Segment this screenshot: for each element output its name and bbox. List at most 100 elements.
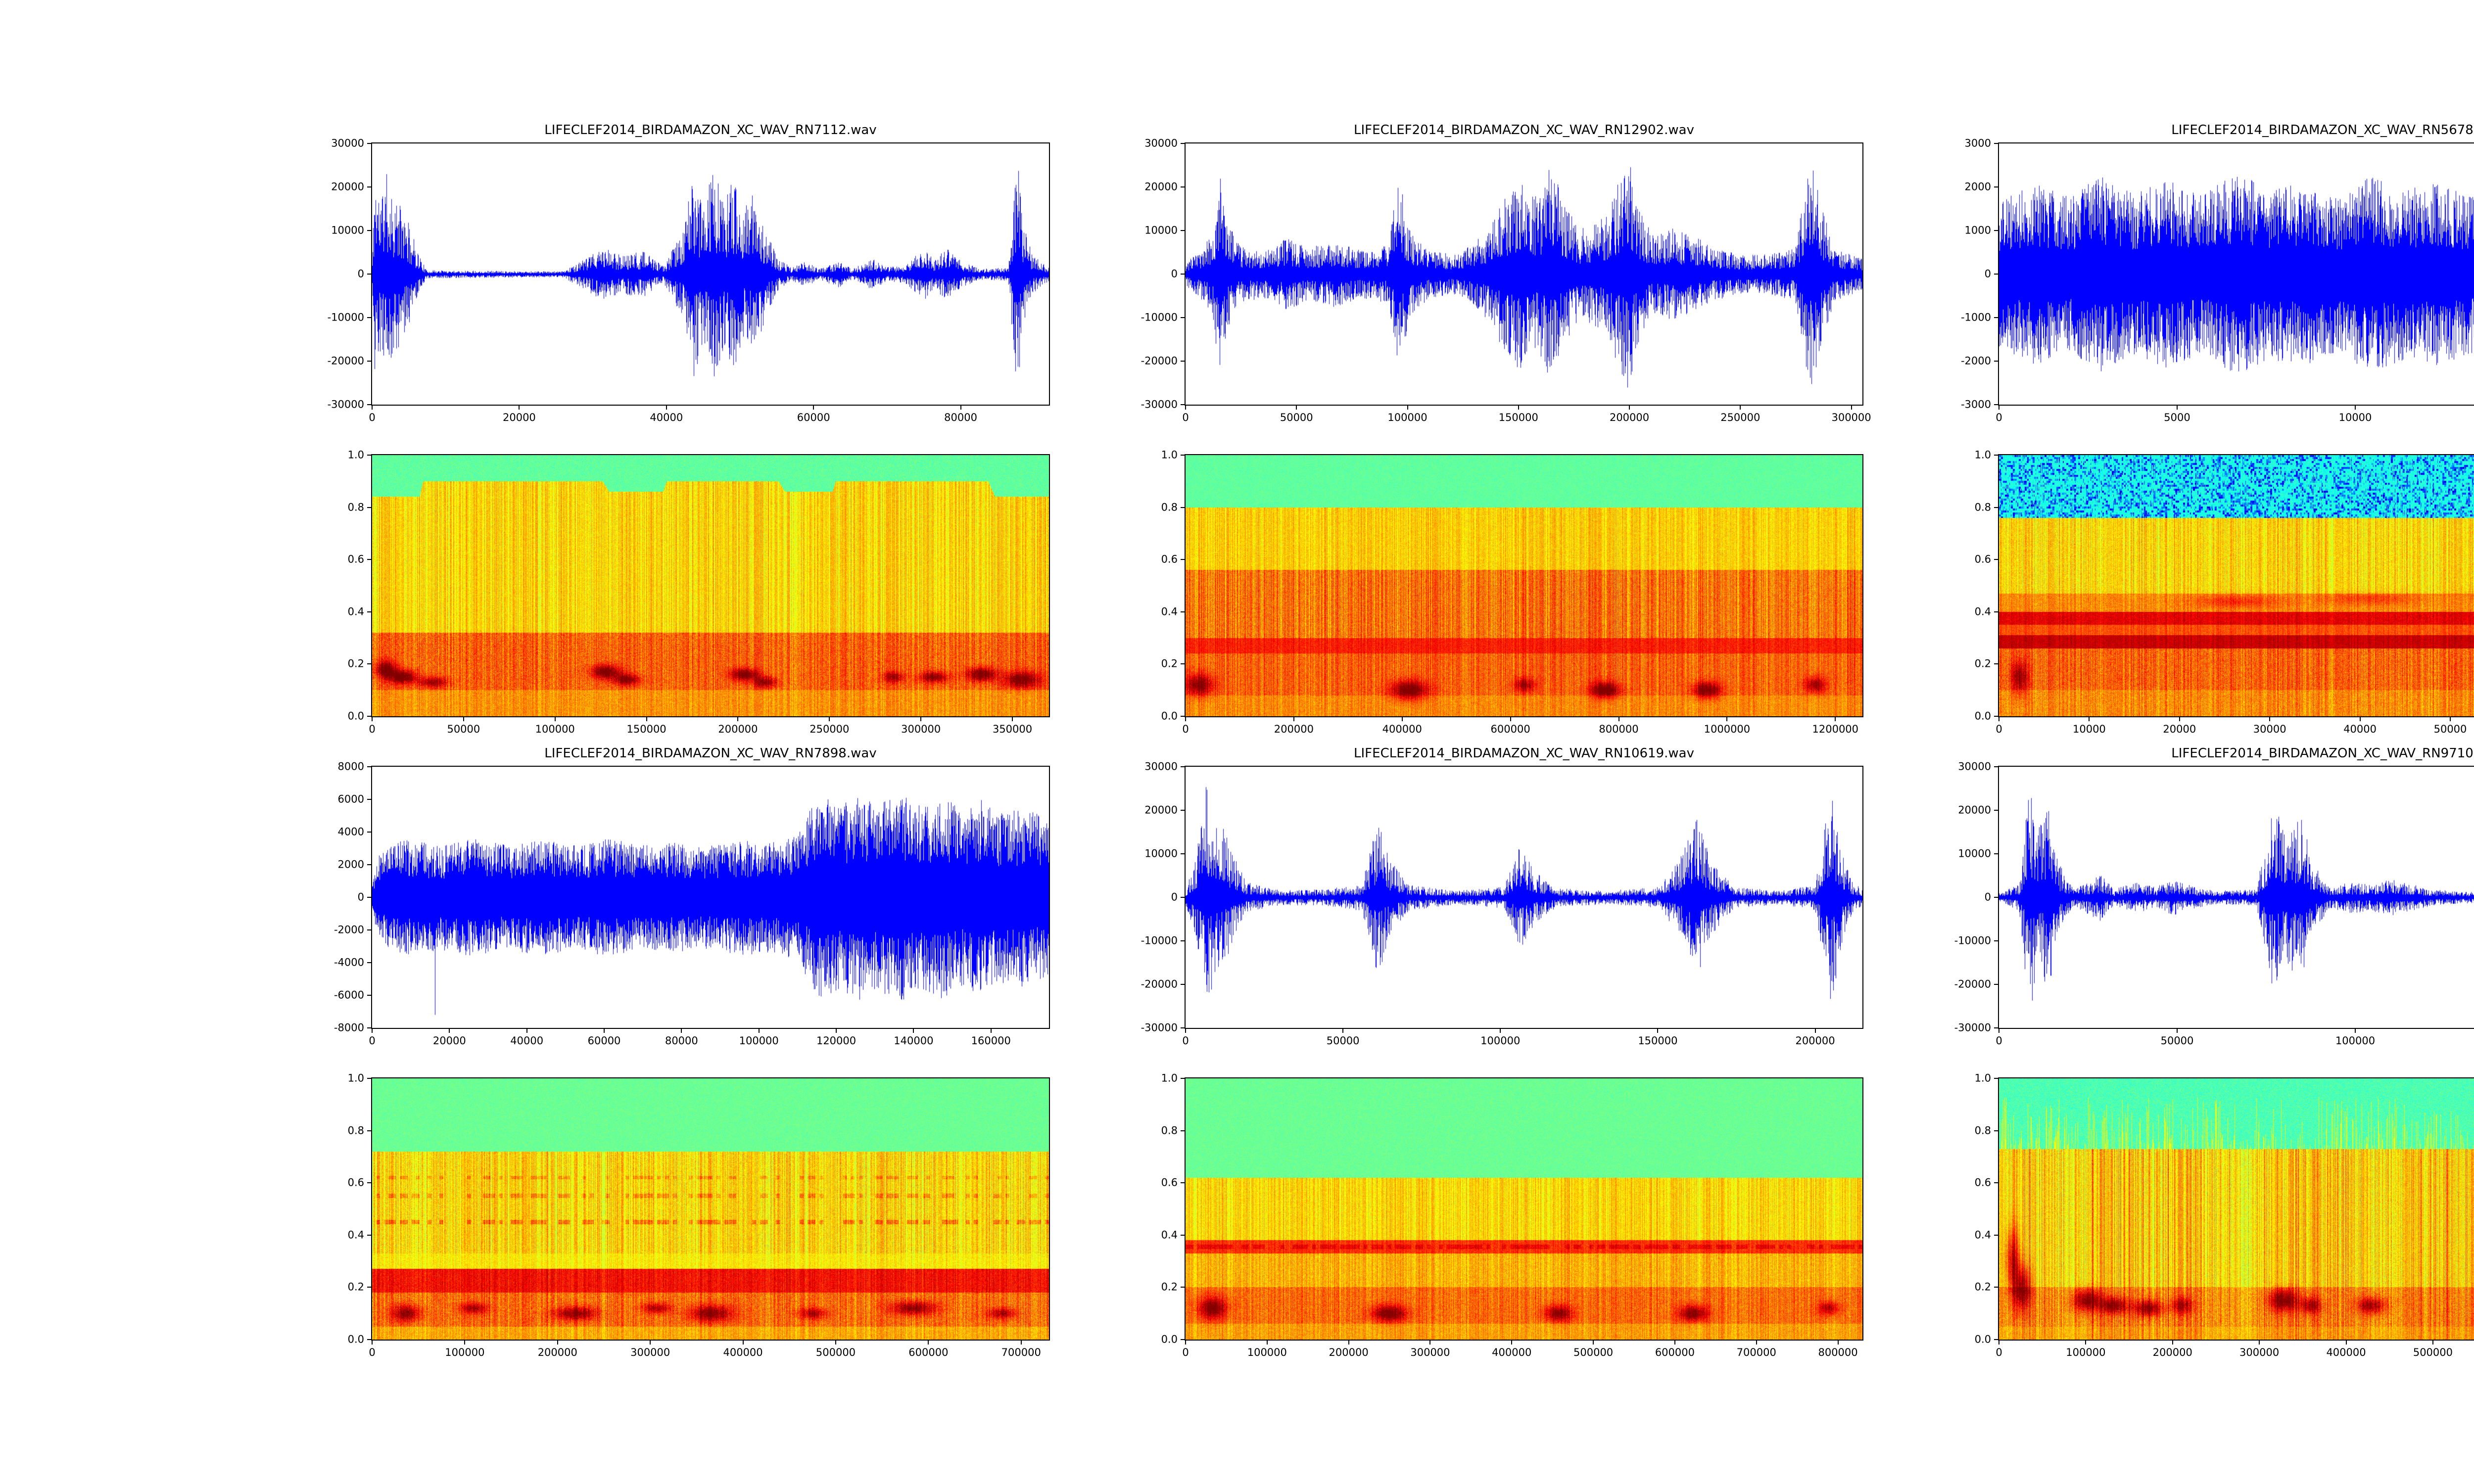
x-tick-mark <box>1851 405 1852 410</box>
x-tick-label: 40000 <box>2343 723 2377 735</box>
x-tick-label: 100000 <box>1480 1035 1521 1047</box>
y-tick-mark <box>1181 143 1186 144</box>
waveform-plot-rn9710: LIFECLEF2014_BIRDAMAZON_XC_WAV_RN9710.wa… <box>1954 747 2474 1046</box>
y-tick-label: 0.2 <box>1161 657 1178 670</box>
x-tick-mark <box>2177 405 2178 410</box>
y-tick-label: 0.2 <box>1974 657 1991 670</box>
y-tick-mark <box>367 716 372 717</box>
x-tick-label: 20000 <box>502 412 536 423</box>
y-tick-label: 2000 <box>337 858 364 871</box>
x-tick-label: 0 <box>369 723 376 735</box>
y-tick-label: 0.4 <box>1974 605 1991 618</box>
y-tick-mark <box>367 611 372 612</box>
x-tick-mark <box>1185 405 1186 410</box>
y-tick-label: 0.6 <box>1974 1176 1991 1189</box>
y-tick-label: -30000 <box>1141 398 1178 411</box>
x-tick-mark <box>920 716 922 721</box>
y-tick-label: 0.8 <box>1161 1124 1178 1137</box>
y-tick-mark <box>367 143 372 144</box>
x-tick-label: 100000 <box>1247 1346 1287 1358</box>
x-tick-label: 200000 <box>1329 1346 1369 1358</box>
y-tick-label: 0.0 <box>1974 1333 1991 1345</box>
y-tick-mark <box>1994 1234 1999 1236</box>
x-tick-mark <box>1657 1028 1659 1033</box>
y-tick-label: 10000 <box>1144 224 1178 236</box>
x-tick-label: 250000 <box>1720 412 1760 423</box>
x-tick-mark <box>742 1340 744 1345</box>
y-tick-mark <box>1994 1339 1999 1340</box>
y-tick-mark <box>367 1130 372 1131</box>
y-tick-label: 1.0 <box>1974 449 1991 461</box>
x-tick-label: 0 <box>1182 723 1189 735</box>
y-tick-label: -3000 <box>1960 398 1991 411</box>
spectrogram-plot-rn7112: 0 50000 100000 150000 200000 250000 300000 3500… <box>348 450 1050 735</box>
x-tick-label: 200000 <box>1795 1035 1835 1047</box>
y-tick-mark <box>1994 766 1999 767</box>
y-tick-mark <box>1181 1130 1186 1131</box>
x-tick-mark <box>913 1028 914 1033</box>
y-tick-label: 0.4 <box>1161 1229 1178 1241</box>
y-tick-label: -30000 <box>1141 1021 1178 1034</box>
x-tick-label: 0 <box>369 412 376 423</box>
y-tick-mark <box>1181 317 1186 318</box>
y-tick-mark <box>367 832 372 833</box>
y-tick-mark <box>1181 455 1186 456</box>
y-tick-label: 6000 <box>337 793 364 805</box>
y-tick-label: 30000 <box>1144 760 1178 773</box>
x-tick-mark <box>1020 1340 1022 1345</box>
plot-title: LIFECLEF2014_BIRDAMAZON_XC_WAV_RN9710.wa… <box>2171 746 2474 761</box>
y-tick-label: 0.0 <box>1161 1333 1178 1345</box>
x-tick-mark <box>1593 1340 1594 1345</box>
x-tick-label: 100000 <box>445 1346 485 1358</box>
x-tick-mark <box>372 1340 373 1345</box>
x-tick-label: 350000 <box>992 723 1033 735</box>
waveform-plot-rn10619: LIFECLEF2014_BIRDAMAZON_XC_WAV_RN10619.w… <box>1141 747 1863 1046</box>
x-tick-mark <box>990 1028 992 1033</box>
y-tick-mark <box>1994 559 1999 560</box>
y-tick-mark <box>367 962 372 963</box>
x-tick-label: 200000 <box>537 1346 577 1358</box>
plot-title: LIFECLEF2014_BIRDAMAZON_XC_WAV_RN7112.wa… <box>544 123 877 138</box>
y-tick-label: -20000 <box>1141 978 1178 990</box>
x-tick-label: 20000 <box>432 1035 466 1047</box>
x-tick-label: 200000 <box>1274 723 1314 735</box>
y-tick-label: -8000 <box>333 1021 364 1034</box>
spectrogram-plot-rn5678: 0100002000030000400005000060000700000.00… <box>1975 450 2474 735</box>
x-tick-mark <box>646 716 647 721</box>
x-tick-mark <box>1407 405 1408 410</box>
plot-title: LIFECLEF2014_BIRDAMAZON_XC_WAV_RN12902.w… <box>1354 123 1694 138</box>
y-tick-mark <box>367 663 372 665</box>
spectrogram-plot-rn10619: 0 100000 200000 300000 400000 500000 600000 700… <box>1161 1073 1863 1358</box>
y-tick-label: 1.0 <box>1161 449 1178 461</box>
x-tick-mark <box>2269 716 2271 721</box>
y-tick-mark <box>1994 186 1999 187</box>
y-tick-label: 30000 <box>1958 760 1991 773</box>
y-tick-label: 0 <box>357 268 364 280</box>
x-tick-label: 400000 <box>1492 1346 1532 1358</box>
waveform-plot-rn5678: LIFECLEF2014_BIRDAMAZON_XC_WAV_RN5678.wa… <box>1961 124 2474 423</box>
x-tick-mark <box>1518 405 1519 410</box>
x-tick-mark <box>960 405 961 410</box>
y-tick-mark <box>367 1234 372 1236</box>
x-tick-label: 0 <box>369 1035 376 1047</box>
x-tick-mark <box>372 716 373 721</box>
y-tick-mark <box>1994 404 1999 405</box>
y-tick-label: 0.6 <box>347 553 364 565</box>
y-tick-mark <box>1181 1339 1186 1340</box>
x-tick-label: 60000 <box>797 412 830 423</box>
x-tick-mark <box>2359 716 2361 721</box>
y-tick-mark <box>367 455 372 456</box>
waveform-plot-rn7898: LIFECLEF2014_BIRDAMAZON_XC_WAV_RN7898.wa… <box>334 747 1050 1046</box>
y-tick-label: 0.6 <box>347 1176 364 1189</box>
plot-title: LIFECLEF2014_BIRDAMAZON_XC_WAV_RN10619.w… <box>1354 746 1694 761</box>
x-tick-label: 300000 <box>901 723 941 735</box>
y-tick-mark <box>1994 507 1999 508</box>
y-tick-mark <box>367 1287 372 1288</box>
x-tick-mark <box>1429 1340 1431 1345</box>
x-tick-label: 500000 <box>815 1346 856 1358</box>
y-tick-label: 4000 <box>337 826 364 838</box>
y-tick-label: -10000 <box>1141 311 1178 324</box>
y-tick-mark <box>1994 1130 1999 1131</box>
x-tick-mark <box>2355 1028 2356 1033</box>
y-tick-mark <box>1994 1287 1999 1288</box>
